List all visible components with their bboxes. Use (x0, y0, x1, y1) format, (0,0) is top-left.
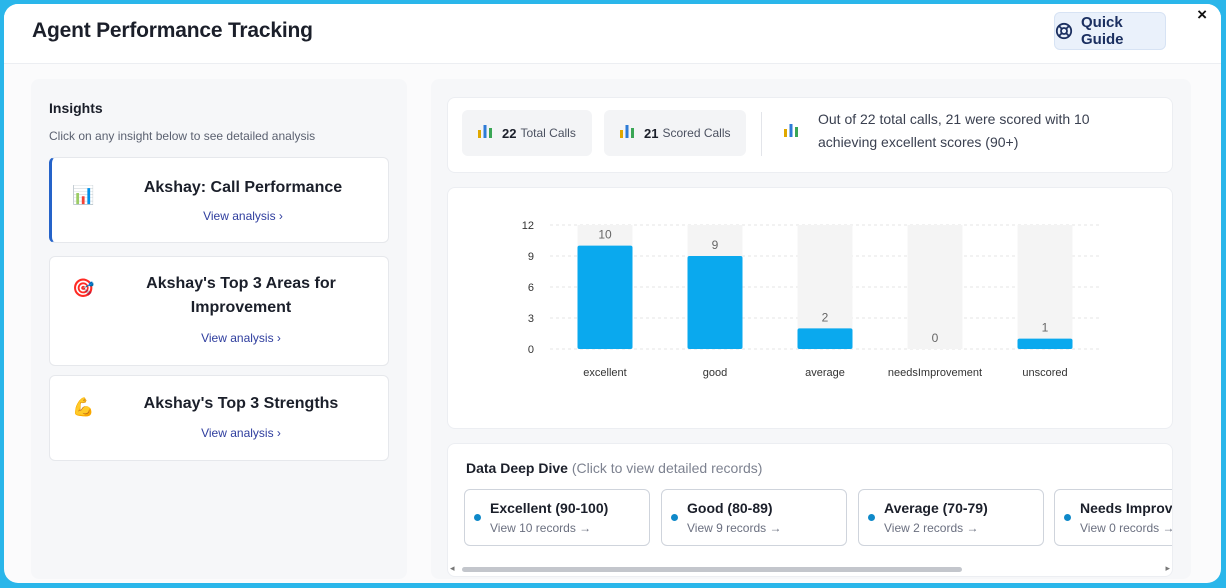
quick-guide-button[interactable]: Quick Guide (1054, 12, 1166, 50)
status-dot (1064, 514, 1071, 521)
deep-dive-card-title: Excellent (90-100) (490, 500, 609, 516)
x-tick-label: average (805, 367, 845, 379)
status-dot (474, 514, 481, 521)
deep-dive-card-title: Needs Improvement (1080, 500, 1173, 516)
data-label: 2 (822, 310, 829, 324)
bar-background (907, 225, 963, 349)
view-records-link[interactable]: View 9 records → (687, 521, 782, 535)
deep-dive-card-average[interactable]: Average (70-79) View 2 records → (858, 489, 1044, 546)
bar-average (797, 328, 853, 349)
x-tick-label: good (703, 367, 727, 379)
bar-chart-icon: 📊 (72, 185, 95, 205)
deep-dive-heading: Data Deep Dive (466, 460, 568, 476)
x-tick-label: unscored (1022, 367, 1067, 379)
app-window: Agent Performance Tracking Quick Guide ×… (4, 4, 1221, 583)
status-dot (671, 514, 678, 521)
status-dot (868, 514, 875, 521)
y-tick-label: 3 (528, 313, 534, 325)
bar-chart-icon (782, 121, 800, 144)
bar-chart-icon (618, 122, 636, 145)
data-label: 10 (598, 228, 612, 242)
insights-panel: Insights Click on any insight below to s… (31, 79, 407, 579)
view-records-link[interactable]: View 0 records → (1080, 521, 1173, 535)
scroll-left-arrow[interactable]: ◂ (450, 563, 455, 573)
view-analysis-link[interactable]: View analysis › (203, 209, 283, 223)
deep-dive-card-title: Good (80-89) (687, 500, 773, 516)
deep-dive-title: Data Deep Dive (Click to view detailed r… (466, 460, 762, 476)
data-label: 0 (932, 331, 939, 345)
y-tick-label: 6 (528, 282, 534, 294)
y-tick-label: 0 (528, 344, 534, 356)
deep-dive-card-excellent[interactable]: Excellent (90-100) View 10 records → (464, 489, 650, 546)
scored-calls-value: 21 (644, 125, 659, 141)
flexed-biceps-icon: 💪 (72, 397, 95, 417)
close-icon[interactable]: × (1197, 5, 1207, 24)
data-label: 9 (712, 238, 719, 252)
horizontal-scrollbar[interactable] (462, 567, 1158, 572)
analysis-panel: 22 Total Calls 21 Scored Calls Out of 22… (431, 79, 1191, 579)
deep-dive-card-title: Average (70-79) (884, 500, 988, 516)
insight-card-title: Akshay's Top 3 Areas for Improvement (146, 275, 336, 316)
deep-dive-card-needs-improvement[interactable]: Needs Improvement View 0 records → (1054, 489, 1173, 546)
total-calls-stat: 22 Total Calls (462, 110, 592, 156)
x-tick-label: excellent (583, 367, 626, 379)
deep-dive-hint: (Click to view detailed records) (571, 460, 763, 476)
bar-chart-icon (476, 122, 494, 145)
deep-dive-card-good[interactable]: Good (80-89) View 9 records → (661, 489, 847, 546)
target-icon: 🎯 (72, 278, 95, 298)
bar-chart: 0 3 6 9 12 10 excellent 9 good 2 average 0 needsImpr… (522, 220, 1100, 379)
header: Agent Performance Tracking Quick Guide (4, 4, 1221, 64)
view-analysis-link[interactable]: View analysis › (201, 331, 281, 345)
view-records-link[interactable]: View 10 records → (490, 521, 592, 535)
quick-guide-label: Quick Guide (1081, 14, 1124, 48)
page-title: Agent Performance Tracking (32, 19, 313, 42)
score-distribution-chart: 0 3 6 9 12 10 excellent 9 good 2 average 0 needsImpr… (447, 187, 1173, 429)
insight-card-areas-improvement[interactable]: 🎯 Akshay's Top 3 Areas for Improvement V… (49, 256, 389, 366)
view-records-link[interactable]: View 2 records → (884, 521, 979, 535)
bar-background (1017, 225, 1073, 349)
insights-title: Insights (49, 100, 103, 116)
summary-card: 22 Total Calls 21 Scored Calls Out of 22… (447, 97, 1173, 173)
total-calls-label: Total Calls (520, 126, 576, 140)
scored-calls-stat: 21 Scored Calls (604, 110, 746, 156)
bar-unscored (1017, 338, 1073, 349)
insight-card-title: Akshay's Top 3 Strengths (143, 395, 339, 412)
view-analysis-link[interactable]: View analysis › (201, 426, 281, 440)
bar-good (687, 256, 743, 349)
scored-calls-label: Scored Calls (662, 126, 731, 140)
data-label: 1 (1042, 321, 1049, 335)
divider (761, 112, 762, 156)
insights-subtitle: Click on any insight below to see detail… (49, 129, 316, 143)
lifebuoy-icon (1055, 22, 1073, 40)
data-deep-dive: Data Deep Dive (Click to view detailed r… (447, 443, 1173, 577)
bar-excellent (577, 245, 633, 349)
y-tick-label: 9 (528, 251, 534, 263)
scrollbar-thumb[interactable] (462, 567, 962, 572)
insight-card-strengths[interactable]: 💪 Akshay's Top 3 Strengths View analysis… (49, 375, 389, 461)
insight-card-call-performance[interactable]: 📊 Akshay: Call Performance View analysis… (49, 157, 389, 243)
total-calls-value: 22 (502, 125, 517, 141)
scroll-right-arrow[interactable]: ▸ (1165, 563, 1170, 573)
x-tick-label: needsImprovement (888, 367, 982, 379)
insight-card-title: Akshay: Call Performance (143, 179, 343, 196)
summary-text: Out of 22 total calls, 21 were scored wi… (818, 111, 1090, 150)
y-tick-label: 12 (522, 220, 534, 232)
